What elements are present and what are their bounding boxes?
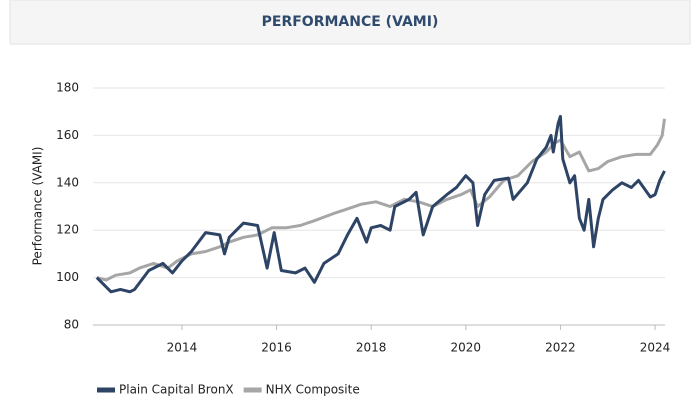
y-tick-label: 100 — [56, 270, 79, 284]
series-line — [95, 114, 666, 294]
y-tick-label: 140 — [56, 175, 79, 189]
y-axis-label: Performance (VAMI) — [31, 147, 45, 266]
x-tick-label: 2024 — [640, 341, 671, 355]
legend-label: Plain Capital BronX — [119, 383, 234, 397]
series-line — [96, 118, 666, 282]
x-tick-label: 2020 — [451, 341, 482, 355]
x-tick-label: 2018 — [356, 341, 387, 355]
x-tick-label: 2014 — [167, 341, 198, 355]
y-tick-label: 80 — [64, 318, 79, 332]
x-tick-label: 2022 — [545, 341, 576, 355]
x-tick-label: 2016 — [261, 341, 292, 355]
legend-label: NHX Composite — [266, 383, 360, 397]
y-tick-label: 160 — [56, 128, 79, 142]
y-tick-label: 180 — [56, 81, 79, 95]
chart-title: PERFORMANCE (VAMI) — [262, 14, 439, 30]
y-tick-label: 120 — [56, 223, 79, 237]
title-bar — [9, 0, 691, 45]
